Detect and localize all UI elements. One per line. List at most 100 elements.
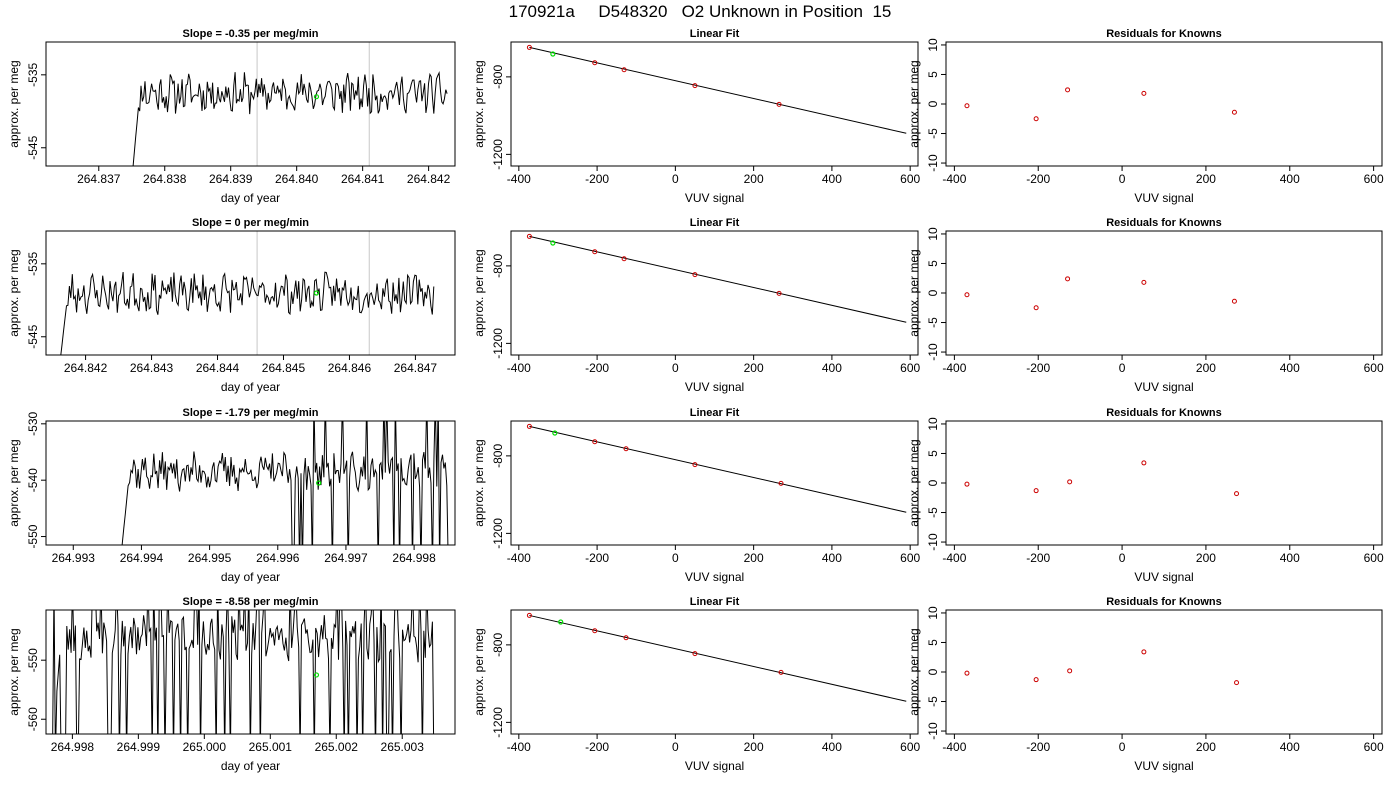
known-point bbox=[692, 651, 698, 657]
plot-area bbox=[964, 87, 1237, 122]
plot-frame bbox=[45, 420, 456, 546]
x-tick-label: 264.842 bbox=[64, 361, 108, 375]
x-tick-label: 0 bbox=[1119, 551, 1126, 565]
x-axis-label: VUV signal bbox=[1134, 380, 1193, 394]
x-tick-label: 200 bbox=[744, 551, 764, 565]
y-tick-label: -545 bbox=[26, 324, 40, 348]
x-tick-label: 400 bbox=[1280, 551, 1300, 565]
x-tick-label: -400 bbox=[942, 172, 966, 186]
x-tick-label: 264.842 bbox=[407, 172, 451, 186]
slope-panel-1: Slope = 0 per meg/min 264.842 264.843 264.8… bbox=[7, 217, 456, 394]
x-tick-label: 0 bbox=[1119, 361, 1126, 375]
known-point bbox=[778, 480, 784, 486]
x-tick-label: 600 bbox=[900, 172, 920, 186]
panel-title: Linear Fit bbox=[690, 28, 740, 40]
x-tick-label: 400 bbox=[822, 551, 842, 565]
y-tick-label: -540 bbox=[26, 468, 40, 492]
fit-panel-1: Linear Fit -400 -200 0 200 400 600 VUV signal -8… bbox=[472, 217, 921, 394]
y-axis-label: approx. per meg bbox=[7, 249, 21, 336]
x-tick-label: -200 bbox=[585, 551, 609, 565]
y-tick-label: -1200 bbox=[491, 139, 505, 170]
x-tick-label: 400 bbox=[1280, 172, 1300, 186]
x-tick-label: 264.841 bbox=[341, 172, 385, 186]
x-tick-label: 265.002 bbox=[315, 740, 359, 754]
data-trace bbox=[132, 71, 448, 166]
x-tick-label: 200 bbox=[744, 740, 764, 754]
fit-line bbox=[529, 614, 907, 702]
x-axis-label: VUV signal bbox=[685, 570, 744, 584]
residuals-panel-1: Residuals for Knowns -400 -200 0 200 400 600 VU… bbox=[907, 217, 1384, 394]
residual-point bbox=[964, 103, 970, 109]
x-axis-label: day of year bbox=[221, 380, 280, 394]
x-tick-label: 265.003 bbox=[381, 740, 425, 754]
x-axis-label: VUV signal bbox=[1134, 191, 1193, 205]
x-tick-label: 200 bbox=[744, 361, 764, 375]
panel-title: Slope = -1.79 per meg/min bbox=[182, 407, 318, 419]
residual-point bbox=[1141, 90, 1147, 96]
y-tick-label: -5 bbox=[926, 128, 940, 139]
x-tick-label: -400 bbox=[942, 551, 966, 565]
residual-point bbox=[1065, 276, 1071, 282]
x-tick-label: 264.993 bbox=[52, 551, 96, 565]
residual-point bbox=[1033, 677, 1039, 683]
y-tick-label: 0 bbox=[926, 668, 940, 675]
y-tick-label: -10 bbox=[926, 722, 940, 740]
x-tick-label: 264.996 bbox=[256, 551, 300, 565]
y-tick-label: 10 bbox=[926, 606, 940, 620]
y-tick-label: 5 bbox=[926, 260, 940, 267]
residuals-panel-2: Residuals for Knowns -400 -200 0 200 400 600 VU… bbox=[907, 407, 1384, 584]
y-tick-label: 0 bbox=[926, 100, 940, 107]
y-axis-label: approx. per meg bbox=[7, 60, 21, 147]
y-tick-label: -10 bbox=[926, 343, 940, 361]
x-tick-label: -400 bbox=[942, 740, 966, 754]
y-axis-label: approx. per meg bbox=[907, 439, 921, 526]
panel-title: Slope = -0.35 per meg/min bbox=[182, 28, 318, 40]
residual-point bbox=[1141, 649, 1147, 655]
known-point bbox=[592, 439, 598, 445]
y-axis-label: approx. per meg bbox=[472, 60, 486, 147]
x-tick-label: 265.001 bbox=[249, 740, 293, 754]
x-tick-label: 600 bbox=[900, 740, 920, 754]
x-tick-label: 0 bbox=[672, 740, 679, 754]
panel-title: Residuals for Knowns bbox=[1106, 217, 1222, 229]
plot-frame bbox=[945, 609, 1383, 735]
unknown-point bbox=[550, 51, 556, 57]
y-tick-label: -800 bbox=[491, 444, 505, 468]
y-tick-label: -550 bbox=[26, 524, 40, 548]
x-tick-label: -200 bbox=[1026, 740, 1050, 754]
x-tick-label: 600 bbox=[1364, 551, 1384, 565]
x-tick-label: -400 bbox=[507, 551, 531, 565]
x-tick-label: 400 bbox=[822, 172, 842, 186]
panel-title: Slope = -8.58 per meg/min bbox=[182, 596, 318, 608]
y-axis-label: approx. per meg bbox=[7, 439, 21, 526]
known-point bbox=[623, 635, 629, 641]
residual-point bbox=[964, 481, 970, 487]
slope-panel-3: Slope = -8.58 per meg/min 264.998 264.999 2… bbox=[7, 596, 456, 773]
y-axis-label: approx. per meg bbox=[472, 439, 486, 526]
panel-title: Linear Fit bbox=[690, 217, 740, 229]
panel-title: Linear Fit bbox=[690, 407, 740, 419]
plot-frame bbox=[45, 41, 456, 167]
x-tick-label: 600 bbox=[1364, 740, 1384, 754]
x-tick-label: -200 bbox=[585, 361, 609, 375]
x-tick-label: -400 bbox=[507, 172, 531, 186]
plot-frame bbox=[45, 609, 456, 735]
y-tick-label: -1200 bbox=[491, 707, 505, 738]
fit-panel-2: Linear Fit -400 -200 0 200 400 600 VUV signal -8… bbox=[472, 407, 921, 584]
residual-point bbox=[1033, 116, 1039, 122]
y-tick-label: 5 bbox=[926, 450, 940, 457]
unknown-marker bbox=[316, 480, 322, 486]
y-tick-label: -5 bbox=[926, 317, 940, 328]
y-tick-label: -800 bbox=[491, 65, 505, 89]
y-tick-label: -1200 bbox=[491, 518, 505, 549]
x-tick-label: 264.846 bbox=[328, 361, 372, 375]
x-axis-label: VUV signal bbox=[1134, 570, 1193, 584]
known-point bbox=[526, 612, 532, 618]
residual-point bbox=[1033, 305, 1039, 311]
x-tick-label: 0 bbox=[1119, 740, 1126, 754]
x-tick-label: -200 bbox=[1026, 551, 1050, 565]
x-tick-label: 200 bbox=[1196, 361, 1216, 375]
residual-point bbox=[1141, 279, 1147, 285]
y-tick-label: -560 bbox=[26, 707, 40, 731]
